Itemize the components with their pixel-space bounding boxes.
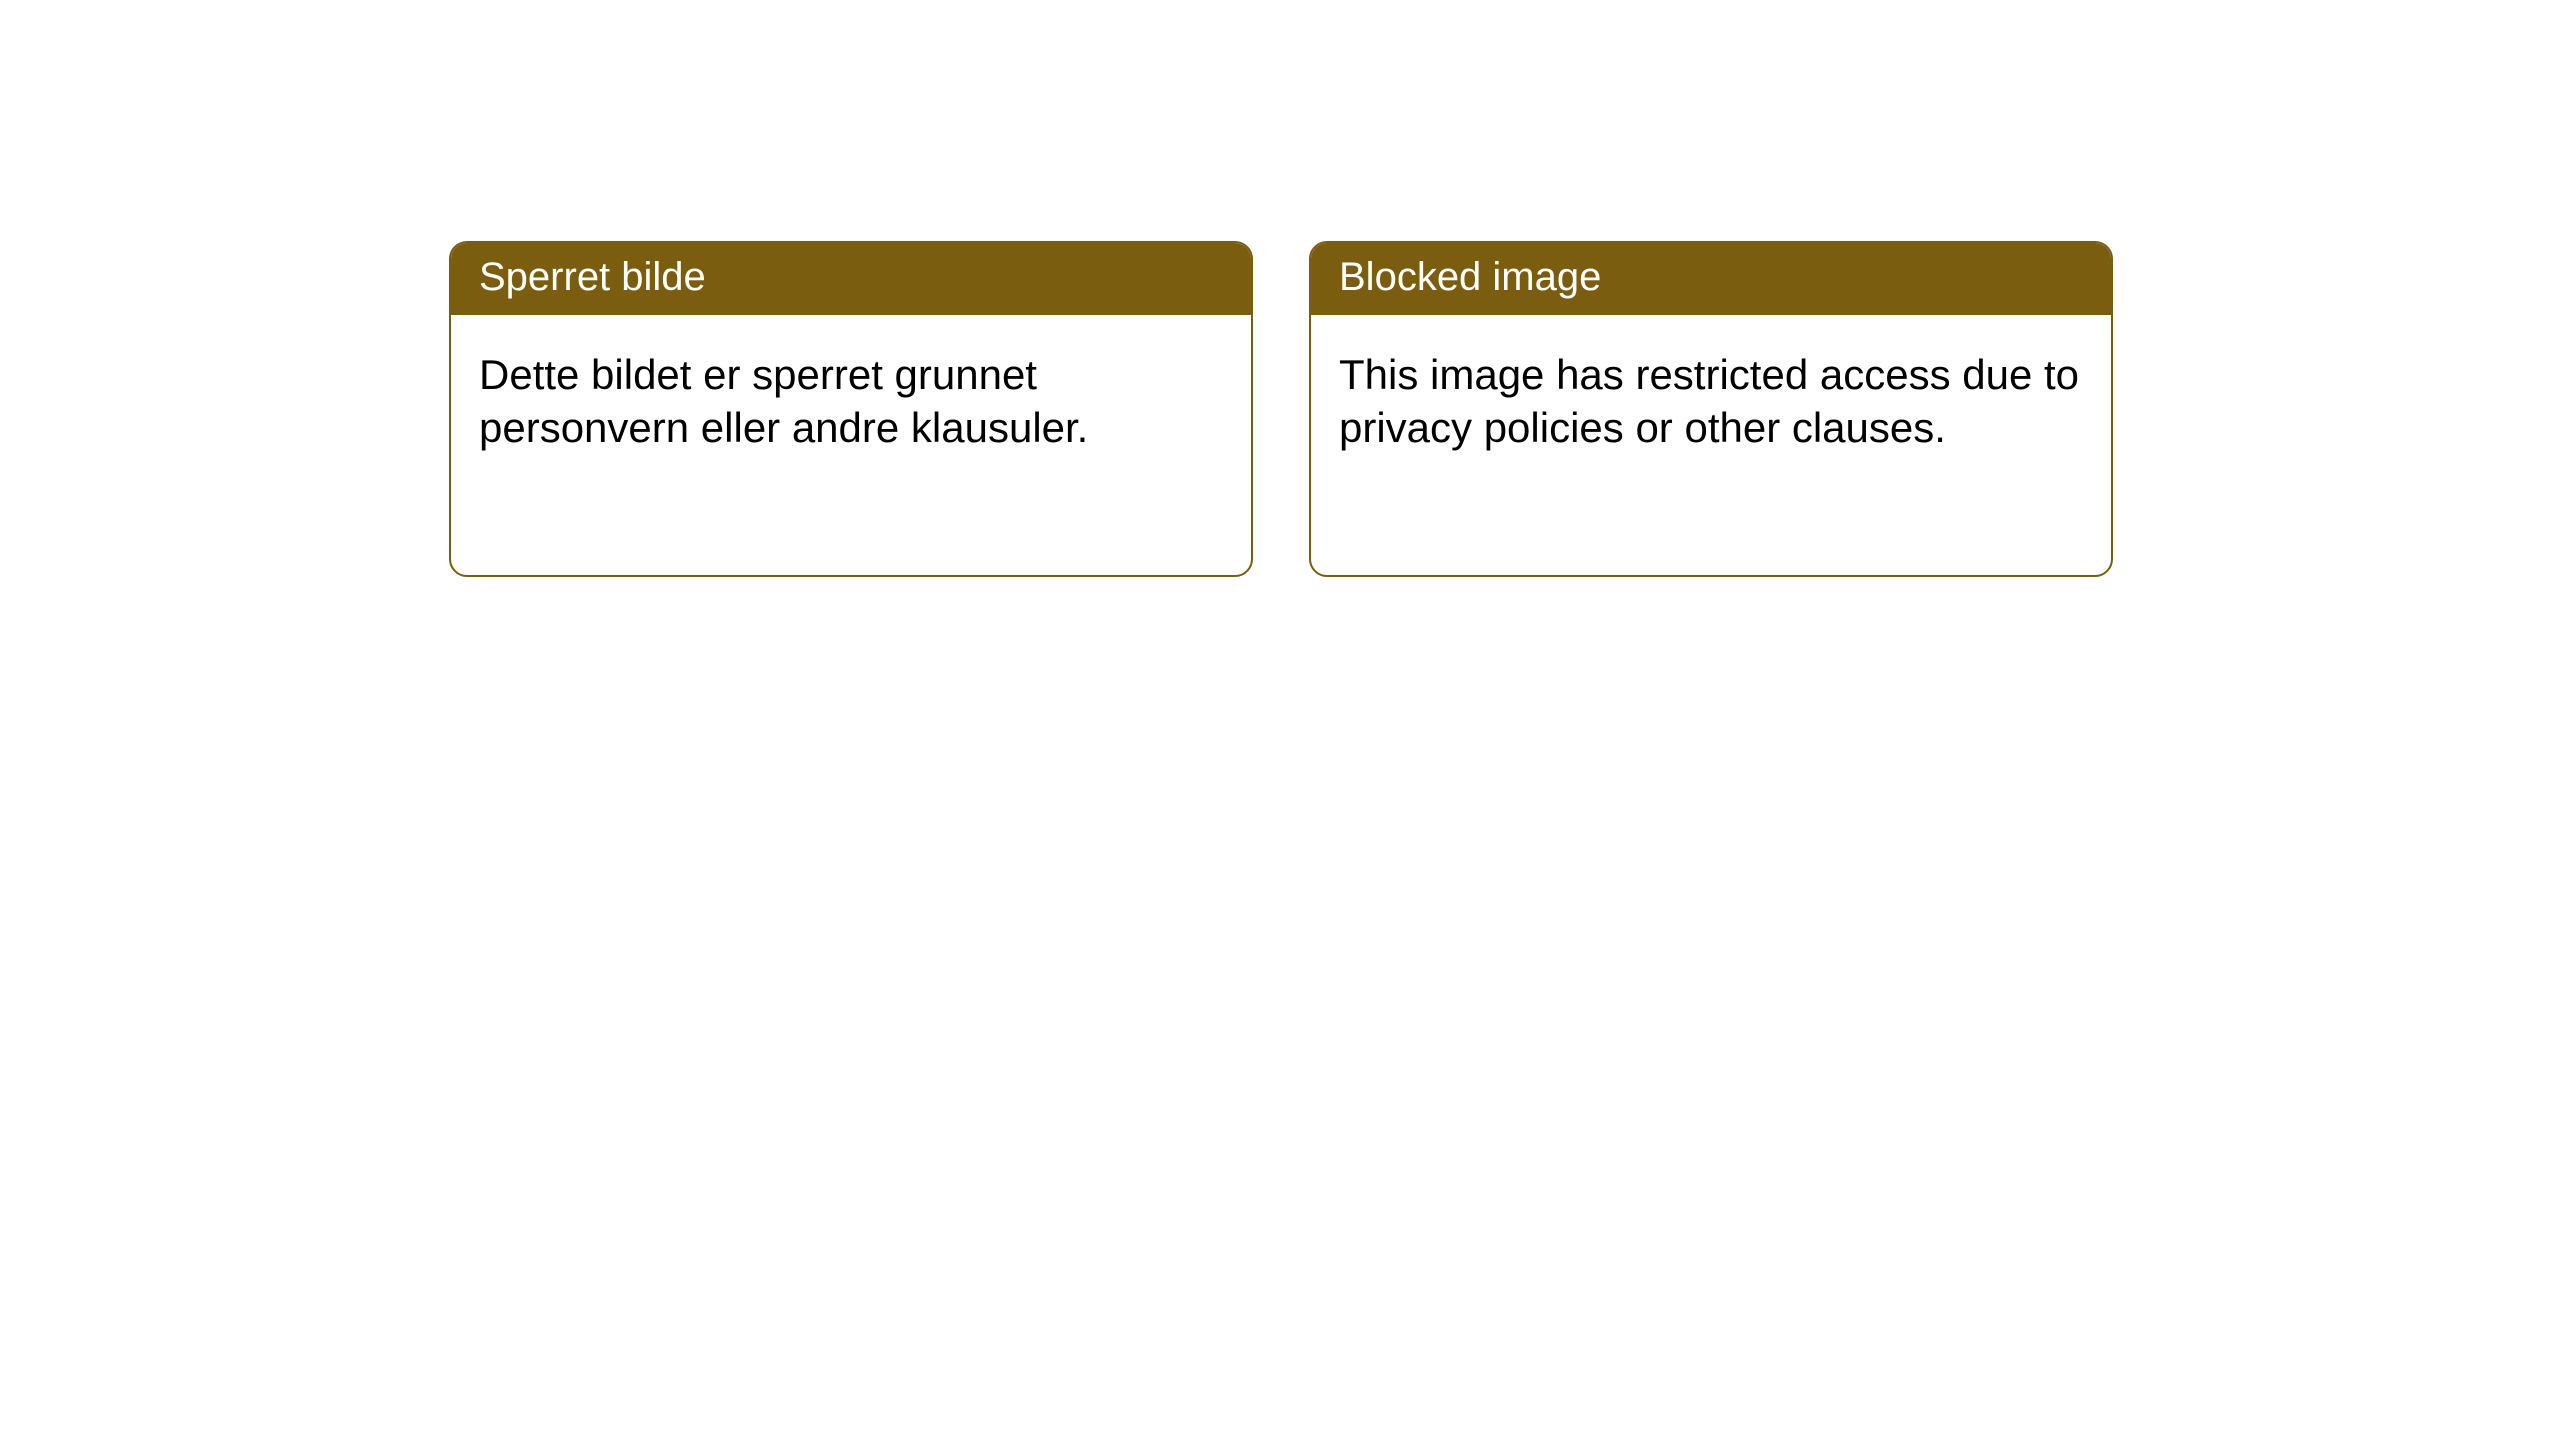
- notice-header: Blocked image: [1311, 243, 2111, 315]
- notice-card-english: Blocked image This image has restricted …: [1309, 241, 2113, 577]
- notice-header: Sperret bilde: [451, 243, 1251, 315]
- notice-body: Dette bildet er sperret grunnet personve…: [451, 315, 1251, 488]
- notice-title: Blocked image: [1339, 255, 1601, 299]
- notice-container: Sperret bilde Dette bildet er sperret gr…: [449, 241, 2113, 577]
- notice-body-text: This image has restricted access due to …: [1339, 351, 2079, 451]
- notice-card-norwegian: Sperret bilde Dette bildet er sperret gr…: [449, 241, 1253, 577]
- notice-body-text: Dette bildet er sperret grunnet personve…: [479, 351, 1088, 451]
- notice-body: This image has restricted access due to …: [1311, 315, 2111, 488]
- notice-title: Sperret bilde: [479, 255, 706, 299]
